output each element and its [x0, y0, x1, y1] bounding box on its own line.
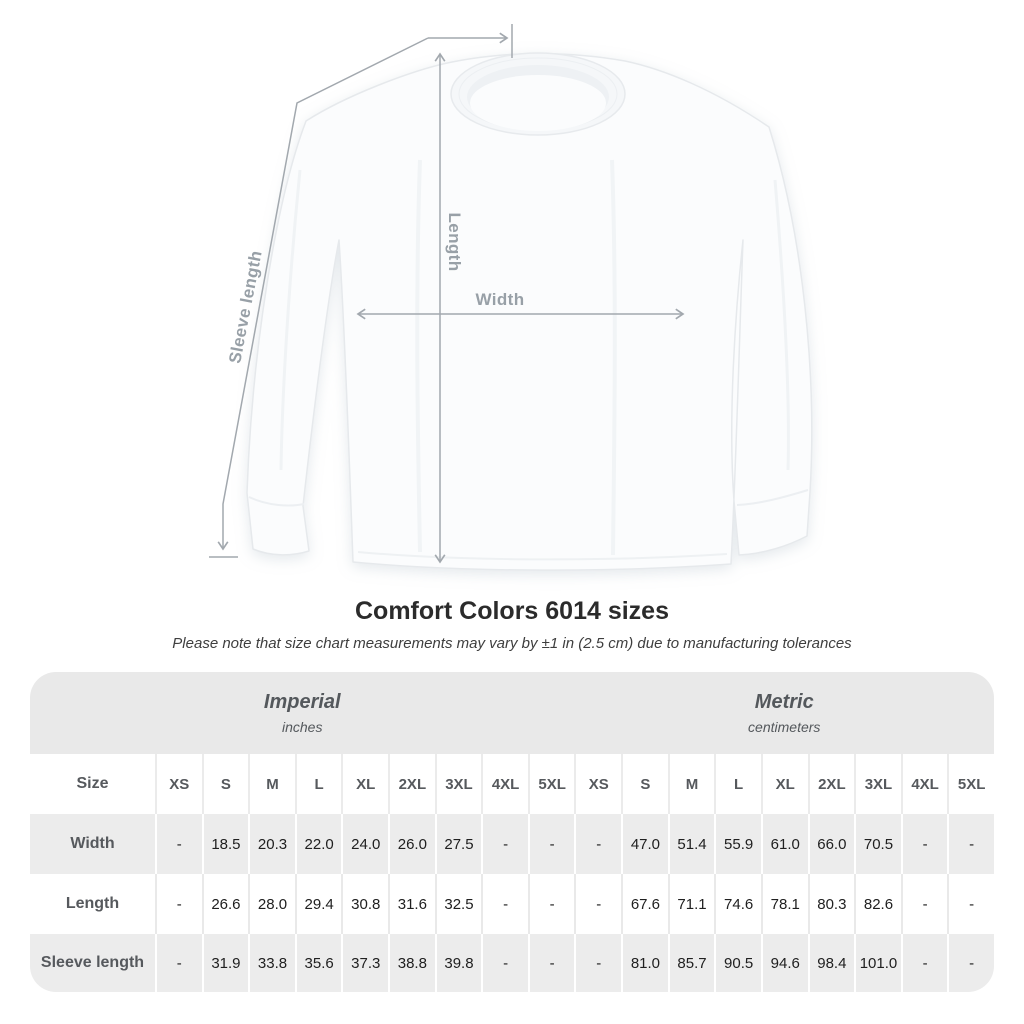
value-cell: 66.0 [807, 814, 855, 874]
size-column-header: 2XL [388, 754, 435, 814]
value-cell: 27.5 [434, 814, 482, 874]
value-cell: 101.0 [854, 934, 901, 992]
value-cell: 74.6 [714, 874, 761, 934]
value-cell: 31.6 [388, 874, 435, 934]
row-label: Sleeve length [30, 934, 155, 992]
collar [450, 52, 626, 136]
value-cell: 55.9 [714, 814, 761, 874]
size-column-header: XL [760, 754, 808, 814]
value-cell: 24.0 [341, 814, 389, 874]
size-column-header: S [621, 754, 668, 814]
value-cell: - [900, 934, 948, 992]
tolerance-note: Please note that size chart measurements… [172, 635, 852, 652]
size-column-header: S [201, 754, 249, 814]
group-label: Imperial [263, 691, 341, 713]
value-cell: - [947, 814, 994, 874]
value-cell: 80.3 [807, 874, 855, 934]
value-cell: 78.1 [760, 874, 808, 934]
value-cell: 85.7 [667, 934, 715, 992]
sleeve-length-arrow [209, 24, 513, 558]
value-cell: - [481, 934, 528, 992]
value-cell: 20.3 [248, 814, 295, 874]
value-cell: - [574, 814, 622, 874]
value-cell: - [574, 934, 622, 992]
value-cell: - [527, 814, 575, 874]
page-title: Comfort Colors 6014 sizes [355, 597, 669, 625]
group-header-metric: Metric centimeters [574, 672, 994, 754]
group-sublabel: centimeters [748, 719, 821, 735]
size-column-header: XS [574, 754, 622, 814]
size-column-header: 3XL [854, 754, 901, 814]
group-header-imperial: Imperial inches [30, 672, 575, 754]
size-column-header: 2XL [807, 754, 855, 814]
size-column-header: 5XL [947, 754, 994, 814]
size-column-header: 4XL [481, 754, 528, 814]
value-cell: 28.0 [248, 874, 295, 934]
value-cell: - [481, 874, 528, 934]
size-column-header: L [714, 754, 761, 814]
shirt-graphic [246, 52, 813, 571]
value-cell: 82.6 [854, 874, 901, 934]
value-cell: 61.0 [760, 814, 808, 874]
value-cell: 33.8 [248, 934, 295, 992]
width-measure-label: Width [475, 290, 525, 309]
value-cell: - [574, 874, 622, 934]
length-measure-label: Length [445, 212, 464, 272]
value-cell: - [155, 814, 202, 874]
value-cell: 94.6 [760, 934, 808, 992]
value-cell: - [947, 934, 994, 992]
value-cell: 35.6 [294, 934, 342, 992]
value-cell: - [900, 814, 948, 874]
value-cell: 39.8 [434, 934, 482, 992]
value-cell: 70.5 [854, 814, 901, 874]
value-cell: 26.0 [388, 814, 435, 874]
size-column-header: 3XL [434, 754, 482, 814]
row-label: Width [30, 814, 155, 874]
value-cell: 51.4 [667, 814, 715, 874]
value-cell: - [527, 874, 575, 934]
value-cell: 47.0 [621, 814, 668, 874]
value-cell: - [900, 874, 948, 934]
value-cell: - [527, 934, 575, 992]
value-cell: 71.1 [667, 874, 715, 934]
size-chart-table: Imperial inches Metric centimeters Size XS S M L… [30, 672, 994, 992]
group-sublabel: inches [282, 719, 323, 735]
value-cell: 31.9 [201, 934, 249, 992]
value-cell: 22.0 [294, 814, 342, 874]
value-cell: - [155, 934, 202, 992]
value-cell: 30.8 [341, 874, 389, 934]
shirt-diagram [209, 24, 813, 571]
size-column-header: L [294, 754, 342, 814]
size-column-header: M [667, 754, 715, 814]
size-corner-header: Size [30, 754, 155, 814]
value-cell: - [947, 874, 994, 934]
size-column-header: M [248, 754, 295, 814]
value-cell: 18.5 [201, 814, 249, 874]
value-cell: - [155, 874, 202, 934]
group-label: Metric [754, 691, 814, 713]
value-cell: 32.5 [434, 874, 482, 934]
size-column-header: XL [341, 754, 389, 814]
size-column-header: XS [155, 754, 202, 814]
value-cell: 90.5 [714, 934, 761, 992]
value-cell: - [481, 814, 528, 874]
value-cell: 29.4 [294, 874, 342, 934]
value-cell: 67.6 [621, 874, 668, 934]
row-label: Length [30, 874, 155, 934]
value-cell: 37.3 [341, 934, 389, 992]
value-cell: 98.4 [807, 934, 855, 992]
value-cell: 81.0 [621, 934, 668, 992]
value-cell: 38.8 [388, 934, 435, 992]
value-cell: 26.6 [201, 874, 249, 934]
size-column-header: 4XL [900, 754, 948, 814]
size-column-header: 5XL [527, 754, 575, 814]
